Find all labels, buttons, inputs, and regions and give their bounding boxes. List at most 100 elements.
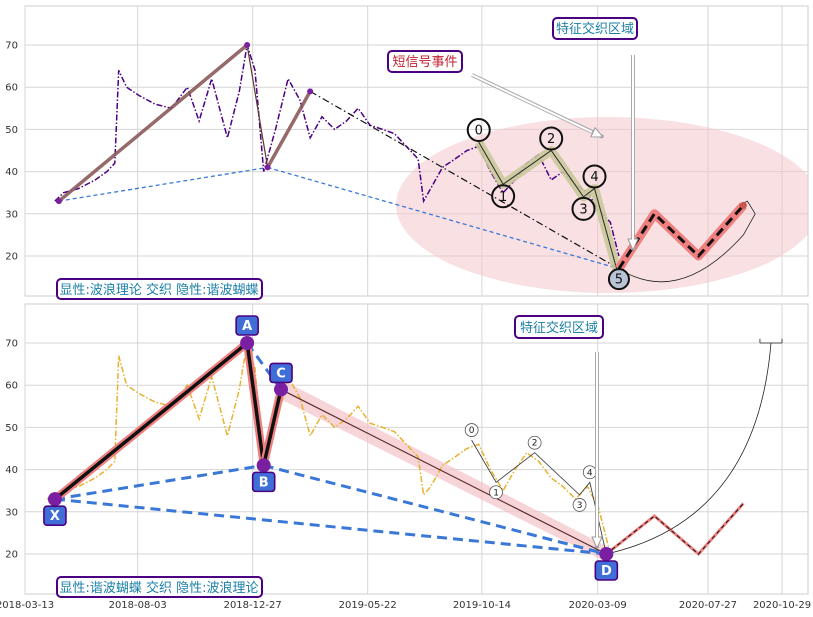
bottom-legend-box [56,576,263,598]
y-tick-label: 50 [5,423,18,434]
wave-label-circle [572,498,587,512]
bottom-zone-annotation-text: 特征交织区域 [520,320,598,336]
harmonic-point-box [43,505,67,526]
x-tick-label: 2018-12-27 [224,600,282,611]
wave-label-text: 1 [493,488,499,498]
harmonic-point-box [235,315,259,336]
projection-cap [759,338,783,344]
wave-label-text: 5 [615,273,623,288]
wave-label-text: 4 [587,468,593,478]
harmonic-point-box [251,471,276,493]
elliott-wave-line [471,439,607,555]
x-tick-label: 2018-08-03 [109,600,167,611]
y-tick-label: 50 [5,125,18,136]
wave-label-text: 3 [579,202,587,217]
wave-label-circle [607,268,630,291]
cd-leg-band [281,379,607,562]
harmonic-point-label: X [50,509,60,524]
x-tick-label: 2019-05-22 [339,600,397,611]
wave-leg-line [246,44,269,168]
wave-label-circle [527,435,542,450]
harmonic-point-marker [240,336,255,350]
wave-label-text: 0 [475,124,483,139]
bottom-content: 0 1 2 3 4 X A B C D [43,315,783,581]
bottom-zone-annotation-box [514,315,604,339]
y-tick-label: 70 [5,339,18,350]
wave-label-text: 2 [532,439,538,449]
bottom-annotations: 特征交织区域 显性:谐波蝴蝶 交织 隐性:波浪理论 [56,315,604,598]
harmonic-point-label: A [242,319,252,334]
trend-line [309,90,620,270]
blue-dash-line [58,166,268,202]
pivot-marker [307,88,314,95]
top-legend-text: 显性:波浪理论 交织 隐性:谐波蝴蝶 [59,282,258,298]
pivot-marker [264,164,271,171]
elliott-wave-line [478,141,620,278]
y-tick-label: 30 [5,209,18,220]
bottom-y-ticks: 20 30 40 50 60 70 [5,339,18,561]
top-highlight-ellipse [396,117,808,293]
projection-end-marker [739,201,747,209]
y-tick-label: 60 [5,83,18,94]
harmonic-leg-line [53,341,249,501]
wave-label-circle [491,184,516,209]
harmonic-dash-line [263,463,607,556]
harmonic-point-marker [47,492,62,507]
x-tick-label: 2020-10-29 [753,600,811,611]
price-series-line [54,44,620,257]
y-tick-label: 70 [5,41,18,52]
harmonic-point-label: B [259,475,269,490]
x-tick-label: 2018-03-13 [0,600,54,611]
x-tick-label: 2020-03-09 [569,600,627,611]
harmonic-dash-line [54,463,264,501]
top-y-ticks: 20 30 40 50 60 70 [5,41,18,263]
x-tick-label: 2019-10-14 [453,600,511,611]
harmonic-point-marker [599,547,614,561]
harmonic-point-box [269,362,293,384]
top-legend-box [56,278,263,300]
projection-arc [606,342,772,555]
event-annotation-box [387,50,463,73]
wave-label-circle [466,118,491,143]
harmonic-dash-line [245,342,283,391]
y-tick-label: 40 [5,465,18,476]
y-tick-label: 40 [5,167,18,178]
top-annotations: 特征交织区域 短信号事件 显性:波浪理论 交织 隐性:谐波蝴蝶 [56,17,639,300]
harmonic-point-marker [256,458,271,473]
wave-label-text: 0 [469,426,475,436]
event-arrow-inner [471,74,593,133]
harmonic-leg-line [261,389,283,466]
harmonic-point-marker [274,382,289,397]
top-panel: 20 30 40 50 60 70 0 1 2 3 4 5 特征交织区域 短信号事件 显性:波浪理论… [5,5,809,300]
y-tick-label: 20 [5,252,18,263]
harmonic-dash-line [54,497,607,556]
x-tick-label: 2020-07-27 [679,600,737,611]
wave-label-circle [489,485,503,500]
wave-label-circle [582,164,607,189]
bottom-x-ticks: 2018-03-13 2018-08-03 2018-12-27 2019-05-22… [0,600,811,611]
harmonic-point-label: C [276,366,286,381]
zone-annotation-box [552,17,638,40]
wave-label-circle [539,126,564,151]
zone-annotation-text: 特征交织区域 [556,21,634,37]
projection-arc [618,213,756,283]
y-tick-label: 30 [5,507,18,518]
wave-label-text: 3 [577,501,583,511]
pivot-marker [55,198,62,205]
wave-label-circle [464,423,479,437]
price-series-line [46,342,612,555]
wave-leg-line [57,43,249,203]
wave-label-text: 1 [499,190,507,205]
y-tick-label: 60 [5,381,18,392]
pivot-marker [244,42,251,48]
harmonic-point-label: D [601,564,612,579]
harmonic-point-box [594,560,619,581]
wave-leg-line [266,90,312,169]
wave-label-circle [571,196,596,221]
harmonic-leg-line [280,388,607,555]
wave-label-text: 2 [547,132,555,147]
bottom-legend-text: 显性:谐波蝴蝶 交织 隐性:波浪理论 [59,580,258,596]
wave-label-text: 4 [590,170,598,185]
